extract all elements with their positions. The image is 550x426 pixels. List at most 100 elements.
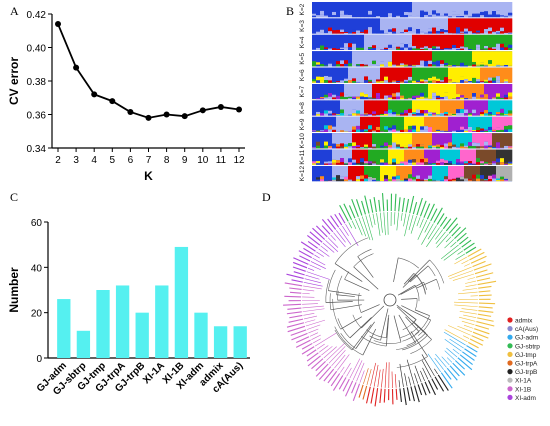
- tip-label-mark: [478, 309, 494, 313]
- tree-arc: [396, 342, 416, 351]
- admixture-segment: [416, 100, 421, 110]
- tree-arc: [328, 269, 336, 291]
- legend-swatch: [507, 360, 513, 366]
- tree-branch: [421, 223, 434, 245]
- tip-label-mark: [298, 250, 312, 259]
- admixture-segment: [356, 49, 361, 50]
- admixture-segment: [504, 125, 509, 130]
- admixture-segment: [392, 18, 397, 29]
- admixture-segment: [440, 63, 445, 67]
- admixture-segment: [420, 144, 425, 147]
- admixture-segment: [436, 149, 441, 161]
- admixture-segment: [440, 162, 445, 165]
- admixture-segment: [364, 29, 369, 33]
- admixture-segment: [352, 166, 357, 181]
- tree-branch: [449, 338, 464, 349]
- y-tick-label: 0.34: [27, 144, 47, 155]
- admixture-segment: [460, 34, 465, 47]
- admixture-segment: [424, 61, 429, 65]
- admixture-segment: [388, 13, 393, 16]
- admixture-segment: [472, 131, 477, 132]
- admixture-segment: [416, 29, 421, 32]
- admixture-segment: [500, 116, 505, 130]
- admixture-segment: [408, 133, 413, 145]
- admixture-segment: [360, 64, 365, 67]
- admixture-segment: [500, 47, 505, 50]
- admixture-segment: [444, 13, 449, 16]
- admixture-segment: [388, 147, 393, 149]
- admixture-segment: [428, 114, 433, 116]
- tree-arc: [340, 332, 356, 349]
- tree-branch: [404, 214, 410, 237]
- admixture-segment: [400, 34, 405, 44]
- bar: [233, 326, 247, 358]
- admixture-segment: [424, 18, 429, 33]
- admixture-segment: [476, 98, 481, 100]
- admixture-segment: [408, 98, 413, 100]
- admixture-segment: [444, 176, 449, 180]
- admixture-segment: [496, 180, 501, 182]
- admixture-segment: [412, 179, 417, 182]
- tree-branch: [303, 285, 322, 290]
- admixture-segment: [412, 95, 417, 98]
- admixture-segment: [504, 147, 509, 149]
- admixture-segment: [436, 30, 441, 34]
- admixture-segment: [480, 112, 485, 115]
- admixture-segment: [400, 51, 405, 64]
- admixture-segment: [484, 179, 489, 181]
- admixture-segment: [464, 145, 469, 148]
- tip-label-mark: [383, 388, 386, 403]
- admixture-segment: [508, 146, 513, 148]
- admixture-segment: [348, 166, 353, 180]
- tree-arc: [329, 293, 332, 310]
- admixture-segment: [324, 13, 329, 16]
- admixture-segment: [380, 67, 385, 82]
- tree-branch: [311, 334, 321, 340]
- admixture-segment: [400, 126, 405, 130]
- admixture-segment: [504, 31, 509, 33]
- admixture-segment: [492, 31, 497, 33]
- admixture-segment: [492, 131, 497, 132]
- admixture-segment: [460, 129, 465, 132]
- admixture-segment: [436, 133, 441, 145]
- admixture-segment: [352, 109, 357, 114]
- admixture-segment: [412, 162, 417, 165]
- admixture-segment: [324, 161, 329, 164]
- tree-branch: [302, 292, 310, 295]
- tree-branch: [402, 274, 417, 288]
- admixture-segment: [392, 100, 397, 113]
- admixture-segment: [456, 130, 461, 132]
- admixture-segment: [444, 143, 449, 147]
- admixture-segment: [428, 15, 433, 17]
- admixture-segment: [456, 100, 461, 110]
- admixture-segment: [420, 47, 425, 50]
- admixture-segment: [480, 163, 485, 165]
- admixture-segment: [472, 178, 477, 182]
- admixture-segment: [412, 114, 417, 116]
- admixture-segment: [440, 81, 445, 83]
- admixture-segment: [392, 84, 397, 94]
- admixture-segment: [440, 113, 445, 115]
- tip-label-mark: [395, 388, 398, 400]
- admixture-segment: [336, 47, 341, 49]
- y-tick-label: 40: [31, 263, 43, 274]
- admixture-segment: [408, 76, 413, 81]
- tip-label-mark: [414, 385, 420, 403]
- admixture-segment: [480, 114, 485, 116]
- admixture-segment: [312, 64, 317, 67]
- admixture-segment: [384, 15, 389, 18]
- y-tick-label: 0.42: [27, 10, 47, 21]
- admixture-segment: [408, 12, 413, 16]
- admixture-segment: [492, 32, 497, 34]
- admixture-segment: [436, 160, 441, 164]
- admixture-segment: [388, 61, 393, 65]
- admixture-segment: [444, 166, 449, 177]
- admixture-segment: [492, 147, 497, 148]
- admixture-segment: [400, 13, 405, 16]
- admixture-segment: [464, 178, 469, 181]
- admixture-segment: [508, 113, 513, 116]
- admixture-segment: [460, 116, 465, 127]
- tip-label-mark: [406, 387, 411, 401]
- admixture-segment: [332, 133, 337, 144]
- admixture-segment: [392, 116, 397, 126]
